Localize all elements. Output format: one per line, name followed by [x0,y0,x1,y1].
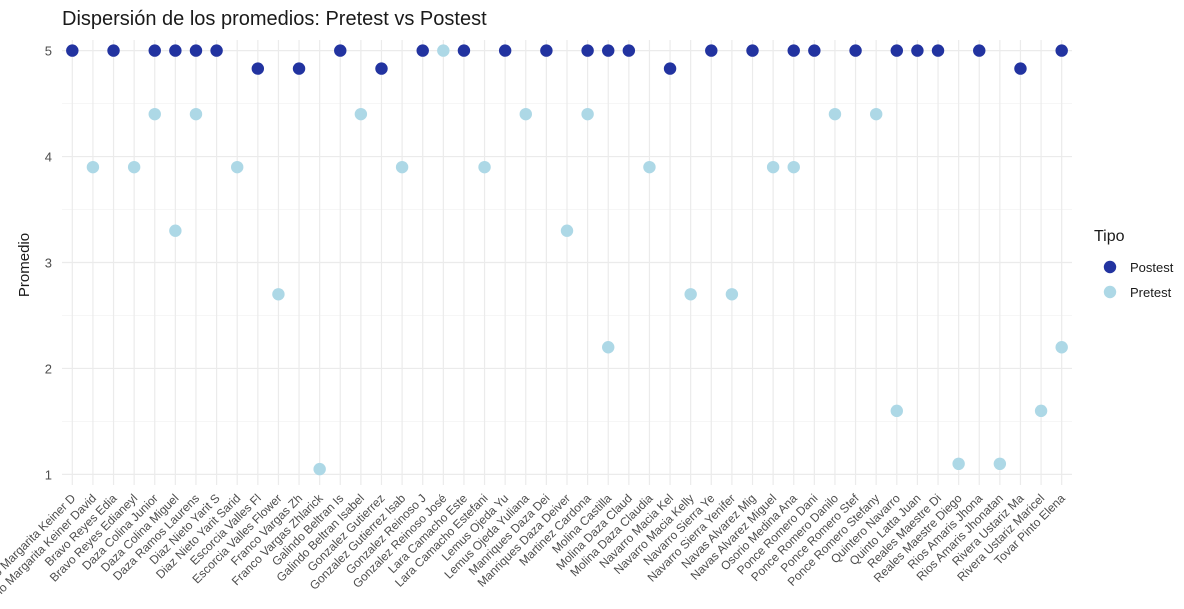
legend-key-pretest [1103,285,1117,299]
legend-title: Tipo [1094,228,1125,245]
data-point-pretest [169,224,182,237]
data-point-postest [808,44,821,57]
data-point-postest [663,62,677,75]
data-point-pretest [828,107,842,121]
y-tick-label: 4 [45,150,52,165]
data-point-postest [1055,44,1068,57]
data-point-pretest [437,44,450,57]
data-point-pretest [231,160,244,174]
data-point-postest [66,44,79,57]
data-point-postest [416,44,429,57]
data-point-pretest [189,107,203,121]
data-point-postest [540,44,553,57]
data-point-postest [107,44,120,57]
data-point-pretest [643,160,656,174]
data-point-pretest [787,160,800,174]
data-point-postest [581,44,594,57]
data-point-postest [148,44,161,57]
data-point-postest [746,44,759,57]
data-point-pretest [478,160,491,174]
data-point-postest [911,44,924,57]
data-point-pretest [684,288,697,301]
data-point-postest [1014,62,1027,75]
data-point-postest [334,44,347,57]
data-point-pretest [725,288,739,301]
y-tick-label: 3 [45,256,52,271]
data-point-postest [787,44,800,57]
data-point-pretest [952,457,965,471]
legend-label-postest: Postest [1130,260,1174,275]
data-points [66,44,1068,476]
data-point-pretest [993,457,1007,471]
data-point-postest [931,44,945,57]
data-point-pretest [519,107,532,121]
y-tick-label: 1 [45,467,52,482]
chart-title: Dispersión de los promedios: Pretest vs … [62,8,487,30]
data-point-postest [189,44,203,57]
data-point-pretest [127,160,141,174]
y-axis-label: Promedio [16,233,33,297]
grid-lines [62,40,1072,485]
legend-label-pretest: Pretest [1130,285,1172,300]
data-point-pretest [581,107,594,121]
data-point-postest [973,44,986,57]
data-point-postest [498,44,512,57]
y-tick-label: 5 [45,44,52,59]
data-point-postest [375,62,388,75]
data-point-pretest [313,462,326,476]
data-point-postest [292,62,306,75]
data-point-pretest [890,404,903,418]
data-point-pretest [1055,341,1068,354]
data-point-pretest [766,160,780,174]
data-point-postest [705,44,718,57]
data-point-pretest [354,107,368,121]
data-point-pretest [272,288,285,301]
y-tick-label: 2 [45,361,52,376]
data-point-postest [890,44,903,57]
data-point-postest [251,62,265,75]
data-point-pretest [869,107,883,121]
data-point-pretest [148,107,161,121]
data-point-postest [210,44,223,57]
data-point-postest [602,44,615,57]
y-axis-ticks: 1 2 3 4 5 [45,44,52,483]
data-point-pretest [86,160,100,174]
data-point-pretest [395,160,409,174]
legend-key-postest [1103,260,1117,274]
data-point-postest [622,44,636,57]
data-point-postest [457,44,471,57]
data-point-pretest [1034,404,1048,418]
legend: Tipo Postest Pretest [1094,228,1174,300]
data-point-postest [849,44,862,57]
data-point-postest [169,44,182,57]
data-point-pretest [560,224,574,237]
data-point-pretest [602,341,615,354]
